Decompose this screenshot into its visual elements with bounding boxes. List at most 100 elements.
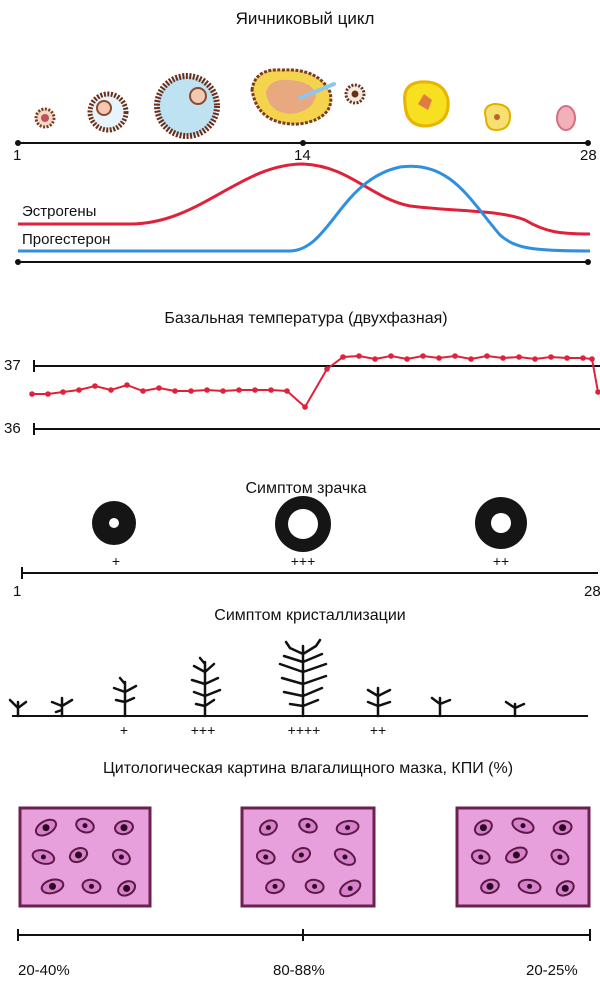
temp-point <box>92 383 98 389</box>
temp-point <box>140 388 146 394</box>
smear-cells <box>31 817 575 898</box>
temp-point <box>500 355 506 361</box>
temp-point <box>188 388 194 394</box>
temp-point <box>124 382 130 388</box>
temp-point <box>388 353 394 359</box>
cell-nucleus <box>559 824 567 832</box>
cell-nucleus <box>263 854 269 860</box>
temp-point <box>564 355 570 361</box>
cell-nucleus <box>40 854 46 860</box>
follicle-stage-1 <box>34 107 56 129</box>
temp-point <box>436 355 442 361</box>
ovarian-axis-end: 28 <box>580 147 597 164</box>
fern-3 <box>112 676 138 718</box>
temp-point <box>404 356 410 362</box>
cell-nucleus <box>557 854 563 860</box>
crystal-marker-1: + <box>119 722 129 738</box>
pupil-marker-3: ++ <box>492 553 510 569</box>
pupil-marker-1: + <box>111 553 121 569</box>
temp-point <box>324 366 330 372</box>
temp-point <box>108 387 114 393</box>
cell-nucleus <box>305 823 311 829</box>
pupil-large <box>275 496 331 552</box>
cell-nucleus <box>272 883 278 889</box>
corpus-albicans <box>556 105 576 131</box>
pupil-axis-end: 28 <box>584 583 600 600</box>
cytology-title: Цитологическая картина влагалищного мазк… <box>102 760 514 777</box>
cell-nucleus <box>527 883 533 889</box>
temp-point <box>420 353 426 359</box>
temp-point <box>60 389 66 395</box>
estrogen-curve <box>18 162 591 236</box>
temp-point <box>45 391 51 397</box>
pupil-small <box>92 501 136 545</box>
corpus-luteum-early <box>403 80 450 128</box>
cell-nucleus <box>265 825 271 831</box>
released-oocyte <box>344 83 366 105</box>
ovarian-cycle-title: Яичниковый цикл <box>235 9 375 28</box>
temp-point <box>589 356 595 362</box>
fern-6 <box>366 686 392 718</box>
temp-point <box>204 387 210 393</box>
cell-nucleus <box>486 882 494 890</box>
progesterone-curve <box>18 164 591 253</box>
crystal-marker-3: ++++ <box>287 722 321 738</box>
cell-nucleus <box>347 885 353 891</box>
basal-temperature-curve <box>29 353 600 410</box>
cell-nucleus <box>312 883 318 889</box>
temp-point <box>580 355 586 361</box>
cell-nucleus <box>298 852 304 858</box>
follicle-stage-3 <box>154 73 220 139</box>
temp-point <box>252 387 258 393</box>
cell-nucleus <box>512 851 520 859</box>
fern-8 <box>504 700 526 718</box>
crystallization-title: Симптом кристаллизации <box>214 607 406 624</box>
ovulation-follicle <box>250 68 336 126</box>
temp-point <box>532 356 538 362</box>
temp-point <box>284 388 290 394</box>
cell-nucleus <box>345 825 351 831</box>
ovarian-axis-mid: 14 <box>294 147 311 164</box>
cell-nucleus <box>42 824 50 832</box>
temp-point <box>340 354 346 360</box>
fern-7 <box>430 696 452 718</box>
pupil-symptom-title: Симптом зрачка <box>245 480 367 497</box>
cell-nucleus <box>520 823 526 829</box>
fern-1 <box>8 698 28 718</box>
temp-point <box>468 356 474 362</box>
temp-point <box>595 389 600 395</box>
temp-point <box>484 353 490 359</box>
fern-2 <box>50 696 74 718</box>
cell-nucleus <box>479 824 487 832</box>
cell-nucleus <box>342 854 348 860</box>
pupil-axis-start: 1 <box>13 583 22 600</box>
progesterone-label: Прогестерон <box>22 231 111 248</box>
cell-nucleus <box>89 883 94 889</box>
temp-label-36: 36 <box>4 420 21 437</box>
cell-nucleus <box>75 851 82 859</box>
temp-point <box>356 353 362 359</box>
cell-nucleus <box>82 823 88 829</box>
temp-point <box>372 356 378 362</box>
fern-patterns <box>8 638 526 718</box>
temp-point <box>548 354 554 360</box>
cell-nucleus <box>123 884 131 892</box>
temp-point <box>220 388 226 394</box>
fern-4 <box>190 656 222 718</box>
temp-point <box>268 387 274 393</box>
temp-point <box>516 354 522 360</box>
temp-point <box>236 387 242 393</box>
temp-point <box>76 387 82 393</box>
pupil-medium <box>475 497 527 549</box>
basal-temperature-title: Базальная температура (двухфазная) <box>164 310 448 327</box>
corpus-luteum-late <box>484 102 512 132</box>
cell-nucleus <box>49 882 56 890</box>
temp-point <box>172 388 178 394</box>
cytology-value-2: 80-88% <box>273 962 325 979</box>
cytology-value-1: 20-40% <box>18 962 70 979</box>
crystal-marker-2: +++ <box>190 722 216 738</box>
cytology-value-3: 20-25% <box>526 962 578 979</box>
pupil-marker-2: +++ <box>290 553 316 569</box>
estrogen-label: Эстрогены <box>22 203 97 220</box>
